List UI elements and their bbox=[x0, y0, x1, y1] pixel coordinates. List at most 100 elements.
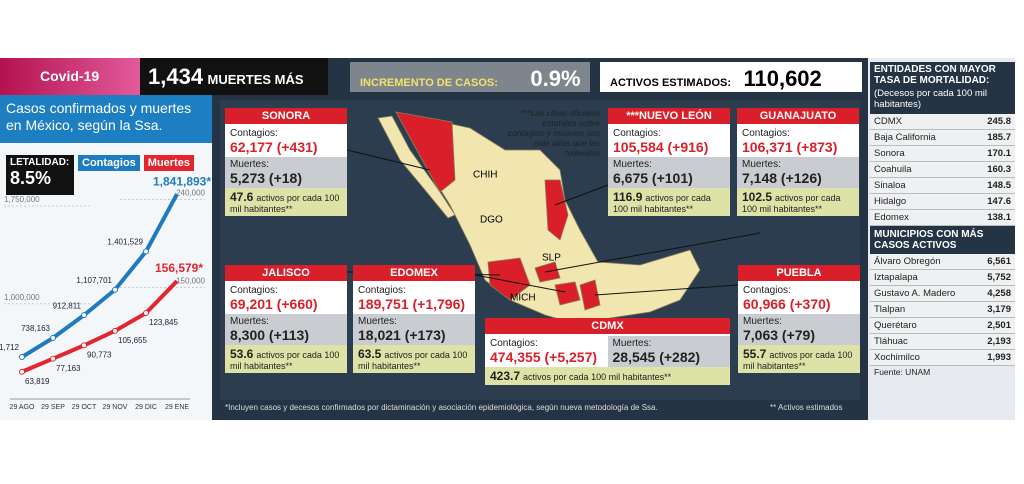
list-row: Coahuila 160.3 bbox=[870, 162, 1015, 178]
mortality-list: CDMX 245.8 Baja California 185.7 Sonora 170.1… bbox=[870, 114, 1015, 226]
point bbox=[19, 368, 25, 375]
muertes: Muertes: 18,021 (+173) bbox=[353, 314, 475, 345]
value-label: 90,773 bbox=[87, 350, 112, 359]
rate-value: 423.7 bbox=[490, 369, 521, 383]
row-name: Xochimilco bbox=[874, 352, 920, 363]
row-value: 138.1 bbox=[987, 212, 1011, 223]
left-header bbox=[0, 95, 212, 143]
x-tick-label: 29 OCT bbox=[72, 404, 97, 411]
rate-value: 63.5 bbox=[358, 347, 382, 361]
list-row: Hidalgo 147.6 bbox=[870, 194, 1015, 210]
increase-box: INCREMENTO DE CASOS: 0.9% bbox=[350, 62, 590, 92]
muertes-value: 8,300 (+113) bbox=[230, 327, 310, 343]
lethality: 8.5% bbox=[10, 168, 52, 188]
deaths-box: 1,434 MUERTES MÁS bbox=[140, 58, 328, 95]
contagios-label: Contagios: bbox=[743, 285, 791, 296]
row-value: 1,993 bbox=[987, 352, 1011, 363]
muertes: Muertes: 6,675 (+101) bbox=[608, 157, 730, 188]
row-name: Sinaloa bbox=[874, 180, 906, 191]
rate-value: 47.6 bbox=[230, 190, 254, 204]
y2-tick-label: 150,000 bbox=[176, 277, 205, 286]
row-value: 147.6 bbox=[987, 196, 1011, 207]
state-card: JALISCO Contagios: 69,201 (+660) Muertes: 8,… bbox=[225, 265, 347, 373]
rate-value: 116.9 bbox=[613, 190, 643, 204]
value-label: 1,107,701 bbox=[76, 276, 112, 285]
muertes-value: 7,063 (+79) bbox=[743, 327, 815, 343]
list-row: Tlalpan 3,179 bbox=[870, 302, 1015, 318]
contagios: Contagios: 69,201 (+660) bbox=[225, 283, 347, 314]
legend: Contagios Muertes bbox=[78, 155, 194, 171]
row-name: Baja California bbox=[874, 132, 936, 143]
point bbox=[112, 327, 118, 334]
rate: 116.9 activos por cada 100 mil habitantes… bbox=[608, 188, 730, 216]
row-name: Coahuila bbox=[874, 164, 912, 175]
muertes: Muertes: 28,545 (+282) bbox=[607, 336, 730, 367]
contagios-value: 69,201 (+660) bbox=[230, 296, 318, 312]
value-label: 1,841,893* bbox=[153, 174, 211, 188]
rate-value: 55.7 bbox=[743, 347, 767, 361]
muertes-label: Muertes: bbox=[358, 316, 397, 327]
value-label: 156,579* bbox=[155, 261, 203, 275]
rate-value: 102.5 bbox=[742, 190, 773, 204]
row-value: 170.1 bbox=[987, 148, 1011, 159]
increase: 0.9% bbox=[530, 66, 581, 91]
muertes-label: Muertes: bbox=[230, 159, 269, 170]
rate-text: activos por cada 100 mil habitantes** bbox=[743, 350, 853, 371]
contagios-value: 189,751 (+1,796) bbox=[358, 296, 466, 312]
row-name: Querétaro bbox=[874, 320, 917, 331]
row-value: 3,179 bbox=[987, 304, 1011, 315]
point bbox=[112, 286, 118, 293]
mortality: ENTIDADES CON MAYOR TASA DE MORTALIDAD: … bbox=[870, 62, 1015, 378]
muertes-label: Muertes: bbox=[613, 159, 652, 170]
map-label: CHIH bbox=[473, 170, 497, 181]
row-value: 2,501 bbox=[987, 320, 1011, 331]
rate-text: activos por cada 100 mil habitantes** bbox=[613, 193, 711, 214]
rate: 53.6 activos por cada 100 mil habitantes*… bbox=[225, 345, 347, 373]
source: Fuente: UNAM bbox=[874, 367, 931, 377]
active: 110,602 bbox=[743, 66, 822, 91]
rate: 423.7 activos por cada 100 mil habitantes… bbox=[485, 367, 730, 385]
row-value: 4,258 bbox=[987, 288, 1011, 299]
row-value: 5,752 bbox=[987, 272, 1011, 283]
leader bbox=[594, 284, 739, 296]
series-line bbox=[21, 279, 179, 374]
rate-text: activos por cada 100 mil habitantes** bbox=[742, 193, 841, 214]
point bbox=[50, 355, 56, 362]
contagios-label: Contagios: bbox=[742, 128, 790, 139]
point bbox=[81, 312, 87, 319]
muertes-value: 5,273 (+18) bbox=[230, 170, 302, 186]
rate: 63.5 activos por cada 100 mil habitantes*… bbox=[353, 345, 475, 373]
contagios-value: 105,584 (+916) bbox=[613, 139, 709, 155]
muertes: Muertes: 7,148 (+126) bbox=[737, 157, 859, 188]
state-card: EDOMEX Contagios: 189,751 (+1,796) Muertes:… bbox=[353, 265, 475, 373]
list-row: Xochimilco 1,993 bbox=[870, 350, 1015, 366]
contagios-value: 60,966 (+370) bbox=[743, 296, 831, 312]
rate-text: activos por cada 100 mil habitantes** bbox=[230, 350, 340, 371]
mortality-subtitle: (Decesos por cada 100 mil habitantes) bbox=[870, 88, 1015, 114]
active-box: ACTIVOS ESTIMADOS: 110,602 bbox=[600, 62, 862, 92]
muertes-value: 18,021 (+173) bbox=[358, 327, 446, 343]
value-label: 123,845 bbox=[149, 318, 178, 327]
logo: Covid-19 bbox=[0, 58, 140, 95]
rate-text: activos por cada 100 mil habitantes** bbox=[523, 372, 672, 382]
leader bbox=[554, 184, 609, 206]
state-name: EDOMEX bbox=[353, 265, 475, 283]
list-row: Gustavo A. Madero 4,258 bbox=[870, 286, 1015, 302]
row-value: 245.8 bbox=[987, 116, 1011, 127]
x-tick-label: 29 NOV bbox=[103, 404, 128, 411]
contagios-label: Contagios: bbox=[358, 285, 406, 296]
lethality-box: LETALIDAD: 8.5% bbox=[6, 155, 74, 195]
legend-entry: Muertes bbox=[143, 155, 194, 171]
list-row: Tláhuac 2,193 bbox=[870, 334, 1015, 350]
contagios: Contagios: 189,751 (+1,796) bbox=[353, 283, 475, 314]
cdmx-row: Contagios: 474,355 (+5,257) Muertes: 28,545… bbox=[485, 336, 730, 367]
point bbox=[50, 334, 56, 341]
map-label: MICH bbox=[510, 293, 536, 304]
list-row: Sinaloa 148.5 bbox=[870, 178, 1015, 194]
footer-note: *Incluyen casos y decesos confirmados po… bbox=[225, 403, 658, 412]
list-row: CDMX 245.8 bbox=[870, 114, 1015, 130]
x-tick-label: 29 SEP bbox=[41, 404, 65, 411]
point bbox=[143, 310, 149, 317]
footer-note: ** Activos estimados bbox=[770, 403, 843, 412]
